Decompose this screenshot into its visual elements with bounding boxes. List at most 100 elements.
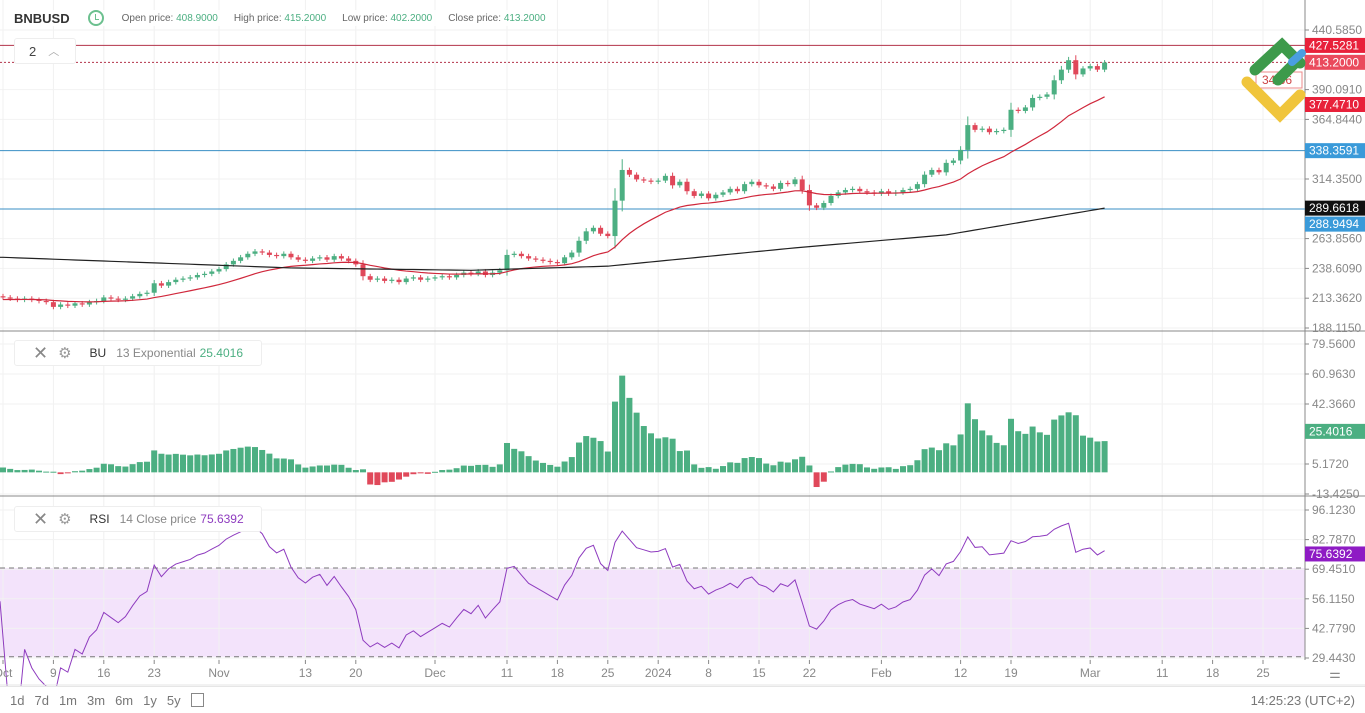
close-icon[interactable]: ✕ [33,509,49,529]
bu-bar [93,467,100,473]
candle-body [583,231,589,241]
candle-body [878,191,884,194]
bu-bar [144,461,150,473]
candle-body [742,184,748,192]
candle-body [929,169,935,175]
candle-body [194,275,200,278]
candle-body [958,149,964,161]
bu-bar [943,443,950,473]
candle-body [36,299,42,301]
x-tick-label: 23 [148,666,162,680]
axis-tick-label: 5.1720 [1312,457,1349,471]
high-label: High price: [233,12,282,24]
chart-canvas[interactable]: 440.5850 390.0910 364.8440 314.3500 263.8560… [0,0,1365,686]
candle-body [216,269,222,272]
bu-bar [691,464,698,473]
candle-body [576,240,582,253]
candle-body [626,169,632,175]
candle-body [662,175,668,181]
price-label-bg [1305,216,1365,232]
x-tick-label: 2024 [645,666,672,680]
candle-body [238,257,244,261]
bu-bar [547,464,554,473]
candle-body [43,300,49,303]
bu-bar [324,465,330,473]
candle-body [936,169,942,173]
candle-body [317,257,323,259]
bu-bar [187,455,194,473]
bu-bar [504,442,510,473]
bu-bar [172,453,179,473]
price-label: 338.3591 [1309,144,1359,158]
bu-bar [424,472,431,474]
candle-body [698,193,704,196]
bu-bar [684,450,690,473]
clock-icon[interactable] [87,10,104,26]
range-3m[interactable]: 3m [87,692,106,708]
bu-bar [993,442,1000,473]
price-label-bg [1305,96,1365,112]
bu-value: 25.4016 [199,346,244,360]
candle-body [245,253,251,258]
bu-bar [864,467,870,473]
open-value: 408.9000 [176,12,218,24]
bu-bar [468,465,474,473]
price-label: 413.2000 [1309,55,1359,69]
bu-bar [381,472,388,483]
candle-body [396,279,402,283]
range-1m[interactable]: 1m [58,692,77,708]
candle-body [634,174,640,180]
candle-body [1094,66,1100,70]
calendar-icon[interactable] [190,693,204,707]
indicator-stack-toggle[interactable]: 2 ︿ [14,38,76,64]
range-6m[interactable]: 6m [115,692,134,708]
range-1y[interactable]: 1y [143,692,157,708]
bu-bar [763,463,770,473]
candle-body [1073,60,1079,75]
bu-bar [828,471,834,473]
low-value: 402.2000 [390,12,433,24]
bu-bar [1087,437,1094,473]
rsi-axis-label-bg [1305,546,1365,562]
bu-bar [849,463,856,473]
candle-body [115,298,121,300]
candle-body [979,128,985,130]
candle-body [828,195,834,204]
bu-bar [576,442,582,473]
bu-bar [921,449,928,473]
candle-body [324,257,330,260]
price-label-bg [1305,143,1365,159]
candle-body [677,181,683,186]
range-5y[interactable]: 5y [166,692,181,708]
bu-bar [583,436,590,473]
bu-bar [669,438,676,473]
bu-bar [129,464,136,473]
gear-icon[interactable]: ⚙ [58,345,72,362]
price-label-bg [1305,54,1365,70]
axis-tick-label: 263.8560 [1312,232,1362,246]
gear-icon[interactable]: ⚙ [58,511,72,528]
price-label-bg [1305,200,1365,216]
bu-legend: ✕ ⚙ BU 13 Exponential 25.4016 [14,340,262,366]
range-1d[interactable]: 1d [10,692,25,708]
bu-bar [273,458,280,473]
candle-body [886,191,892,194]
candle-body [288,253,294,258]
close-icon[interactable]: ✕ [33,343,49,363]
candle-body [1066,60,1072,70]
x-tick-label: Nov [208,666,229,680]
bu-bar [223,450,230,473]
bu-bar [165,454,172,473]
bu-bar [511,448,518,473]
bu-bar [640,426,647,473]
candle-body [605,233,611,237]
bu-bar [856,464,863,473]
bu-bar [1072,415,1079,473]
bu-bar [842,464,849,473]
bu-bar [914,460,921,473]
candle-body [1022,107,1028,111]
range-7d[interactable]: 7d [34,692,49,708]
axis-tick-label: 69.4510 [1312,562,1356,576]
candle-body [389,279,395,281]
x-tick-label: Feb [871,666,892,680]
